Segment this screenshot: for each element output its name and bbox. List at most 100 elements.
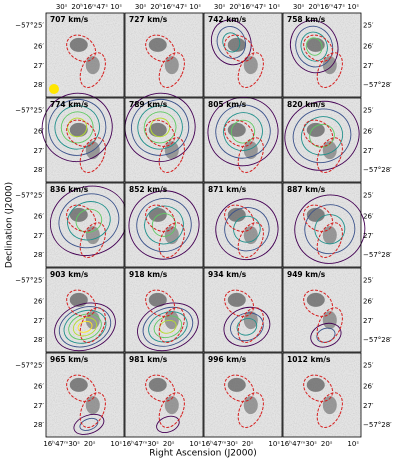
panel: 1012 km/s: [282, 352, 362, 438]
y-tick-label: 28′: [34, 166, 45, 174]
y-tick-label: 25′: [363, 192, 374, 200]
channel-label: 871 km/s: [208, 185, 247, 194]
panel-frame: [203, 267, 283, 353]
contour: [68, 313, 102, 341]
panel-noise: [125, 13, 203, 97]
galaxy: [227, 292, 246, 307]
contour: [224, 207, 270, 252]
channel-label: 852 km/s: [129, 185, 168, 194]
panel: 981 km/s: [124, 352, 204, 438]
y-tick-label: −57°25′: [15, 362, 44, 370]
x-tick-label: 20ˢ: [242, 440, 254, 448]
panel-noise: [283, 98, 361, 182]
aperture: [224, 204, 255, 232]
aperture: [237, 307, 264, 343]
panel-noise: [204, 268, 282, 352]
y-tick-label: 28′: [34, 336, 45, 344]
galaxy: [148, 37, 167, 52]
contour: [300, 31, 328, 62]
contour: [79, 417, 99, 431]
x-tick-label: 10ˢ: [268, 3, 280, 11]
channel-label: 965 km/s: [50, 355, 89, 364]
channel-label: 1012 km/s: [287, 355, 331, 364]
contour: [159, 319, 177, 334]
x-tick-label: 10ˢ: [189, 3, 201, 11]
panel: 996 km/s: [203, 352, 283, 438]
panel-frame: [124, 267, 204, 353]
y-tick-label: 26′: [34, 213, 45, 221]
contour: [292, 108, 352, 164]
contour: [236, 318, 258, 336]
contour: [215, 198, 279, 261]
aperture: [303, 289, 334, 317]
contour: [48, 99, 107, 156]
aperture: [145, 374, 176, 402]
channel-label: 996 km/s: [208, 355, 247, 364]
aperture: [316, 137, 343, 173]
y-tick-label: 27′: [363, 317, 374, 325]
y-tick-label: −57°28′: [363, 421, 392, 429]
contour: [58, 306, 112, 348]
aperture: [66, 289, 97, 317]
aperture: [158, 392, 185, 428]
aperture: [79, 137, 106, 173]
y-tick-label: 27′: [363, 402, 374, 410]
panel: 707 km/s: [45, 12, 125, 98]
contour: [142, 306, 194, 347]
galaxy: [227, 37, 246, 52]
contour: [215, 104, 271, 159]
channel-label: 820 km/s: [287, 100, 326, 109]
aperture: [316, 307, 343, 343]
panel: 918 km/s: [124, 267, 204, 353]
contour: [289, 20, 339, 74]
x-tick-label: 10ˢ: [110, 440, 122, 448]
y-tick-label: 27′: [34, 62, 45, 70]
contour: [128, 190, 200, 260]
y-tick-label: 27′: [363, 232, 374, 240]
contour: [143, 111, 177, 144]
galaxy: [69, 37, 88, 52]
panel: 820 km/s: [282, 97, 362, 183]
aperture: [79, 52, 106, 88]
channel-label: 758 km/s: [287, 15, 326, 24]
panel-noise: [283, 268, 361, 352]
x-tick-label: 20ʰ16ᵐ47ˢ: [308, 3, 345, 11]
contour: [72, 317, 98, 337]
channel-label: 903 km/s: [50, 270, 89, 279]
contour: [136, 197, 192, 253]
y-tick-label: 25′: [363, 22, 374, 30]
y-tick-label: 27′: [34, 147, 45, 155]
panel-frame: [282, 182, 362, 268]
contour: [131, 99, 190, 156]
contour: [314, 214, 346, 245]
galaxy: [306, 377, 325, 392]
aperture: [158, 222, 185, 258]
panel-noise: [46, 98, 124, 182]
channel-label: 727 km/s: [129, 15, 168, 24]
aperture: [224, 289, 255, 317]
panel-frame: [45, 12, 125, 98]
aperture: [79, 392, 106, 428]
contour: [60, 111, 94, 144]
galaxy: [306, 122, 325, 137]
y-tick-label: −57°28′: [363, 166, 392, 174]
aperture: [237, 137, 264, 173]
panel-noise: [283, 353, 361, 437]
contour: [153, 315, 183, 339]
galaxy: [148, 122, 167, 137]
y-tick-label: −57°28′: [363, 81, 392, 89]
panel-noise: [204, 13, 282, 97]
contour: [216, 25, 246, 59]
aperture: [66, 204, 97, 232]
panel-noise: [204, 353, 282, 437]
y-tick-label: 25′: [363, 277, 374, 285]
x-tick-label: 30ˢ: [135, 3, 147, 11]
y-tick-label: 27′: [34, 317, 45, 325]
panel: 742 km/s: [203, 12, 283, 98]
aperture: [145, 119, 176, 147]
aperture: [158, 52, 185, 88]
galaxy: [148, 377, 167, 392]
panel-frame: [282, 97, 362, 183]
aperture: [316, 392, 343, 428]
x-tick-label: 20ˢ: [321, 440, 333, 448]
